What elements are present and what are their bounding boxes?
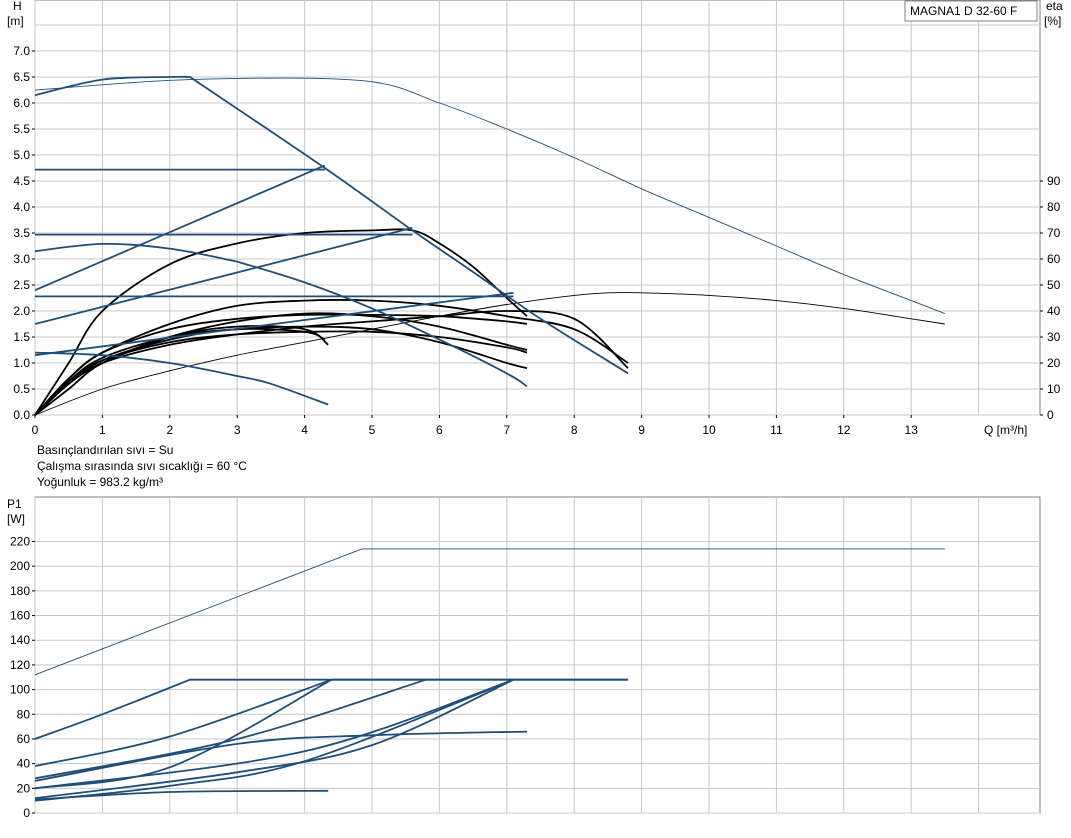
head-tick-label: 1.0 bbox=[13, 356, 30, 370]
flow-tick-label: 3 bbox=[234, 423, 241, 437]
flow-tick-label: 13 bbox=[905, 423, 919, 437]
head-tick-label: 3.5 bbox=[13, 226, 30, 240]
head-tick-label: 6.5 bbox=[13, 70, 30, 84]
model-label-box bbox=[904, 0, 1038, 22]
head-curve-9 bbox=[34, 242, 528, 388]
power-tick-label: 120 bbox=[10, 658, 30, 672]
eta-tick-label: 30 bbox=[1047, 330, 1061, 344]
head-tick-label: 2.5 bbox=[13, 278, 30, 292]
power-tick-label: 0 bbox=[23, 806, 30, 820]
head-tick-label: 2.0 bbox=[13, 304, 30, 318]
efficiency-curve-1 bbox=[34, 292, 945, 416]
power-curve-7 bbox=[34, 678, 514, 802]
head-tick-label: 7.0 bbox=[13, 44, 30, 58]
power-tick-label: 60 bbox=[17, 732, 31, 746]
flow-tick-label: 11 bbox=[770, 423, 783, 437]
power-tick-label: 40 bbox=[17, 757, 31, 771]
eta-tick-label: 90 bbox=[1047, 174, 1061, 188]
flow-tick-label: 2 bbox=[166, 423, 173, 437]
power-tick-label: 200 bbox=[10, 559, 30, 573]
efficiency-curve-9 bbox=[34, 228, 528, 416]
head-chart-curves bbox=[34, 75, 946, 416]
eta-tick-label: 60 bbox=[1047, 252, 1061, 266]
head-axis-title: H bbox=[13, 0, 22, 13]
power-chart-grid: 0 20 40 60 80 100 120 140 160 180 200 220 bbox=[10, 496, 1041, 820]
info-temperature: Çalışma sırasında sıvı sıcaklığı = 60 °C bbox=[37, 459, 247, 473]
head-curve-8 bbox=[34, 291, 514, 357]
head-tick-label: 4.5 bbox=[13, 174, 30, 188]
head-tick-label: 1.5 bbox=[13, 330, 30, 344]
power-curve-8 bbox=[34, 678, 514, 800]
power-axis-title: P1 bbox=[7, 497, 22, 511]
eta-tick-label: 80 bbox=[1047, 200, 1061, 214]
power-curve-3 bbox=[34, 678, 629, 767]
power-tick-label: 180 bbox=[10, 584, 30, 598]
flow-tick-label: 0 bbox=[32, 423, 39, 437]
power-tick-label: 100 bbox=[10, 683, 30, 697]
eta-tick-label: 40 bbox=[1047, 304, 1061, 318]
power-tick-label: 140 bbox=[10, 633, 30, 647]
flow-tick-label: 4 bbox=[301, 423, 308, 437]
head-curve-1 bbox=[34, 77, 946, 315]
power-axis-unit: [W] bbox=[7, 512, 25, 526]
head-curve-6 bbox=[34, 226, 413, 325]
info-density: Yoğunluk = 983.2 kg/m³ bbox=[37, 475, 163, 489]
power-curve-5 bbox=[34, 678, 427, 780]
flow-tick-label: 12 bbox=[837, 423, 851, 437]
flow-tick-label: 6 bbox=[436, 423, 443, 437]
head-tick-label: 5.0 bbox=[13, 148, 30, 162]
power-chart-curves bbox=[34, 548, 945, 802]
model-label: MAGNA1 D 32-60 F bbox=[910, 4, 1017, 18]
head-tick-label: 6.0 bbox=[13, 96, 30, 110]
eta-tick-label: 10 bbox=[1047, 382, 1061, 396]
head-tick-label: 4.0 bbox=[13, 200, 30, 214]
head-curve-4 bbox=[34, 164, 326, 292]
power-plot-frame bbox=[34, 496, 1041, 814]
flow-tick-label: 5 bbox=[369, 423, 376, 437]
power-curve-1 bbox=[34, 548, 945, 676]
efficiency-curve-8 bbox=[34, 327, 326, 416]
flow-axis-title: Q [m³/h] bbox=[984, 423, 1027, 437]
flow-tick-label: 1 bbox=[99, 423, 106, 437]
eta-axis-unit: [%] bbox=[1044, 14, 1061, 28]
eta-axis-title: eta bbox=[1046, 0, 1063, 13]
power-tick-label: 20 bbox=[17, 781, 31, 795]
head-tick-label: 3.0 bbox=[13, 252, 30, 266]
flow-tick-label: 9 bbox=[638, 423, 645, 437]
power-curve-2 bbox=[34, 678, 629, 740]
power-curve-4 bbox=[34, 678, 333, 790]
power-curve-6 bbox=[34, 678, 514, 790]
power-curve-10 bbox=[34, 789, 329, 801]
head-tick-label: 0.5 bbox=[13, 382, 30, 396]
efficiency-curve-5 bbox=[34, 325, 528, 416]
head-tick-label: 0.0 bbox=[13, 408, 30, 422]
power-curve-9 bbox=[34, 730, 528, 782]
info-fluid: Basınçlandırılan sıvı = Su bbox=[37, 443, 173, 457]
head-chart-grid: 0.0 0.5 1.0 1.5 2.0 2.5 3.0 3.5 4.0 4.5 5.0 5.5 6.0 6… bbox=[13, 0, 1061, 437]
eta-tick-label: 50 bbox=[1047, 278, 1061, 292]
power-tick-label: 160 bbox=[10, 609, 30, 623]
head-curve-10 bbox=[34, 351, 329, 406]
flow-tick-label: 10 bbox=[702, 423, 716, 437]
efficiency-curve-4 bbox=[34, 330, 528, 416]
power-tick-label: 80 bbox=[17, 707, 31, 721]
head-axis-unit: [m] bbox=[7, 14, 24, 28]
chart-labels: MAGNA1 D 32-60 F H [m] eta [%] Q [m³/h] … bbox=[7, 0, 1063, 526]
flow-tick-label: 8 bbox=[571, 423, 578, 437]
efficiency-curve-7 bbox=[34, 312, 528, 416]
eta-tick-label: 70 bbox=[1047, 226, 1061, 240]
head-tick-label: 5.5 bbox=[13, 122, 30, 136]
head-curve-2 bbox=[34, 75, 629, 375]
eta-tick-label: 20 bbox=[1047, 356, 1061, 370]
power-tick-label: 220 bbox=[10, 535, 30, 549]
eta-tick-label: 0 bbox=[1047, 408, 1054, 422]
flow-tick-label: 7 bbox=[503, 423, 510, 437]
efficiency-curve-6 bbox=[34, 299, 629, 416]
